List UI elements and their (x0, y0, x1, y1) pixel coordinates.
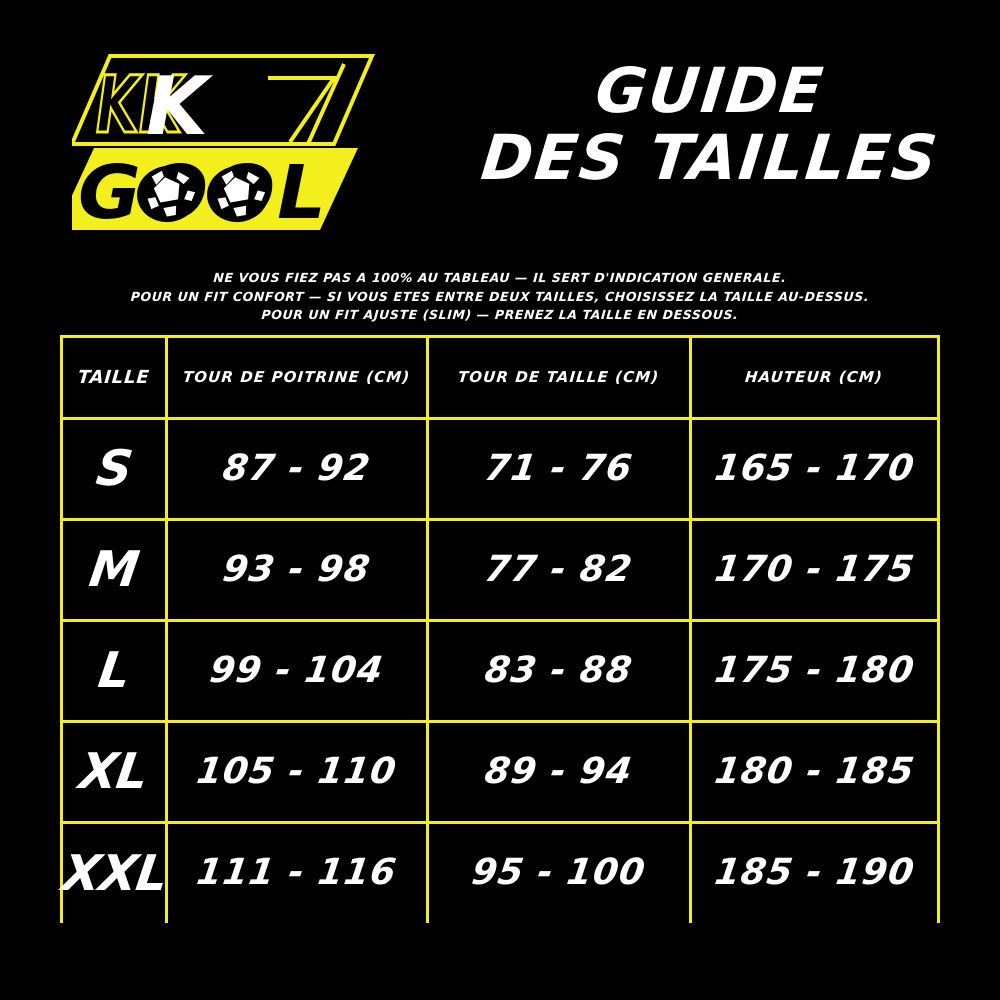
table-header: TAILLE TOUR DE POITRINE (CM) TOUR DE TAI… (63, 338, 937, 420)
column-header-height: HAUTEUR (CM) (688, 338, 937, 420)
cell-waist: 71 - 76 (425, 416, 692, 521)
cell-size: M (63, 517, 168, 622)
size-label: M (85, 541, 142, 598)
cell-chest: 111 - 116 (164, 820, 429, 923)
size-table: TAILLE TOUR DE POITRINE (CM) TOUR DE TAI… (59, 338, 937, 923)
title-line-2: DES TAILLES (477, 120, 943, 194)
table-row: XL 105 - 110 89 - 94 180 - 185 (63, 719, 937, 824)
waist-value: 77 - 82 (482, 548, 636, 590)
cell-height: 170 - 175 (688, 517, 937, 622)
cell-chest: 105 - 110 (164, 719, 429, 824)
title-line-1: GUIDE (592, 54, 828, 127)
chest-value: 111 - 116 (194, 852, 400, 894)
size-label: L (94, 642, 133, 699)
cell-waist: 95 - 100 (425, 820, 692, 923)
height-value: 170 - 175 (711, 548, 917, 590)
cell-waist: 89 - 94 (425, 719, 692, 824)
cell-waist: 83 - 88 (425, 618, 692, 723)
size-label: XL (76, 743, 152, 800)
height-value: 175 - 180 (711, 649, 917, 691)
cell-chest: 93 - 98 (164, 517, 429, 622)
disclaimer-line-3: POUR UN FIT AJUSTE (SLIM) — PRENEZ LA TA… (261, 307, 739, 323)
disclaimer-line-2: POUR UN FIT CONFORT — SI VOUS ETES ENTRE… (130, 288, 870, 304)
cell-chest: 87 - 92 (164, 416, 429, 521)
disclaimer-block: NE VOUS FIEZ PAS A 100% AU TABLEAU — IL … (0, 270, 1000, 326)
waist-value: 89 - 94 (482, 750, 636, 792)
logo-outline-shape (72, 54, 376, 146)
cell-size: XL (63, 719, 168, 824)
waist-value: 71 - 76 (482, 447, 636, 489)
column-header-waist: TOUR DE TAILLE (CM) (425, 338, 692, 420)
cell-height: 180 - 185 (688, 719, 937, 824)
chest-value: 93 - 98 (220, 548, 374, 590)
chest-value: 87 - 92 (220, 447, 374, 489)
column-header-size: TAILLE (63, 338, 168, 420)
logo-k-outline: KK (96, 61, 186, 151)
height-value: 165 - 170 (711, 447, 917, 489)
size-label: S (92, 440, 135, 497)
column-header-waist-label: TOUR DE TAILLE (CM) (457, 367, 660, 386)
height-value: 180 - 185 (711, 750, 917, 792)
column-header-chest-label: TOUR DE POITRINE (CM) (182, 367, 411, 386)
cell-height: 165 - 170 (688, 416, 937, 521)
logo-seven-motif (268, 76, 338, 144)
logo-slash-motif (306, 63, 346, 145)
cell-height: 175 - 180 (688, 618, 937, 723)
chest-value: 99 - 104 (207, 649, 387, 691)
logo-k-solid: K (146, 60, 213, 153)
table-header-row: TAILLE TOUR DE POITRINE (CM) TOUR DE TAI… (63, 338, 937, 420)
size-label: XXL (58, 844, 171, 902)
page-title: GUIDE DES TAILLES (430, 54, 990, 194)
table-body: S 87 - 92 71 - 76 165 - 170 M 93 - 98 77… (59, 416, 937, 923)
brand-logo: KK K GOOL (72, 48, 412, 238)
column-header-size-label: TAILLE (77, 366, 151, 388)
table-row: XXL 111 - 116 95 - 100 185 - 190 (59, 820, 937, 923)
height-value: 185 - 190 (711, 852, 917, 894)
soccer-ball-icon-2 (207, 165, 269, 223)
waist-value: 95 - 100 (469, 852, 649, 894)
table-row: S 87 - 92 71 - 76 165 - 170 (63, 416, 937, 521)
table-row: M 93 - 98 77 - 82 170 - 175 (63, 517, 937, 622)
cell-height: 185 - 190 (688, 820, 937, 923)
logo-gool-text: GOOL (78, 150, 328, 236)
cell-size: L (63, 618, 168, 723)
chest-value: 105 - 110 (194, 750, 400, 792)
cell-size: S (63, 416, 168, 521)
cell-waist: 77 - 82 (425, 517, 692, 622)
cell-size: XXL (59, 820, 171, 923)
column-header-height-label: HAUTEUR (CM) (744, 367, 885, 386)
soccer-ball-icon-1 (137, 165, 199, 223)
column-header-chest: TOUR DE POITRINE (CM) (164, 338, 429, 420)
waist-value: 83 - 88 (482, 649, 636, 691)
size-table-container: TAILLE TOUR DE POITRINE (CM) TOUR DE TAI… (59, 335, 940, 923)
disclaimer-line-1: NE VOUS FIEZ PAS A 100% AU TABLEAU — IL … (212, 270, 788, 285)
page-header: KK K GOOL (0, 0, 1000, 260)
table-row: L 99 - 104 83 - 88 175 - 180 (63, 618, 937, 723)
cell-chest: 99 - 104 (164, 618, 429, 723)
